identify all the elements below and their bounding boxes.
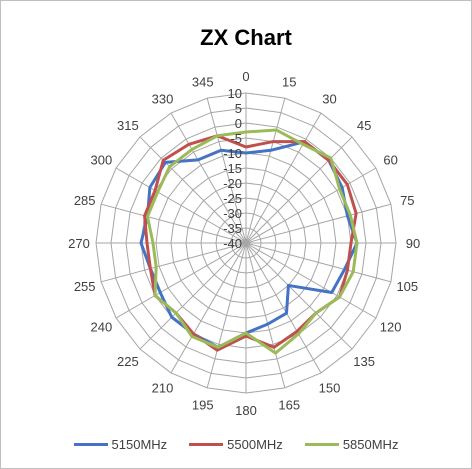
radial-tick-label: -10: [223, 146, 242, 161]
series-line-5850MHz: [145, 128, 359, 355]
grid-spoke: [245, 167, 377, 244]
angle-label: 75: [400, 193, 414, 208]
grid-spoke: [245, 112, 322, 244]
legend-swatch-5850: [304, 443, 339, 446]
angle-label: 165: [278, 397, 300, 412]
grid-spoke: [139, 242, 247, 350]
angle-label: 345: [192, 75, 214, 90]
angle-label: 30: [322, 91, 336, 106]
angle-label: 105: [396, 279, 418, 294]
grid-spoke: [245, 203, 392, 244]
legend-label-5850: 5850MHz: [342, 437, 399, 452]
grid-spoke: [245, 242, 353, 350]
angle-label: 225: [117, 354, 139, 369]
radial-tick-label: -35: [223, 221, 242, 236]
legend-item-5500: 5500MHz: [189, 437, 283, 452]
legend-swatch-5150: [73, 443, 108, 446]
angle-label: 300: [91, 153, 113, 168]
angle-label: 285: [74, 193, 96, 208]
radial-tick-label: -20: [223, 176, 242, 191]
angle-label: 150: [319, 381, 341, 396]
angle-label: 210: [152, 381, 174, 396]
grid-spoke: [139, 136, 247, 244]
grid-spoke: [115, 167, 247, 244]
radial-tick-label: -15: [223, 161, 242, 176]
grid-spoke: [206, 97, 247, 244]
angle-label: 0: [242, 69, 249, 84]
radial-tick-label: -40: [223, 236, 242, 251]
grid-spoke: [170, 112, 247, 244]
radial-tick-label: -25: [223, 191, 242, 206]
grid-spoke: [115, 242, 247, 319]
grid-spoke: [100, 242, 247, 283]
grid-spoke: [245, 242, 377, 319]
series-line-5500MHz: [143, 134, 358, 352]
legend-item-5850: 5850MHz: [304, 437, 399, 452]
grid-spoke: [245, 97, 286, 244]
angle-label: 330: [152, 91, 174, 106]
angle-label: 195: [192, 397, 214, 412]
radial-tick-label: -5: [230, 131, 242, 146]
angle-label: 255: [74, 279, 96, 294]
grid-spoke: [100, 203, 247, 244]
grid-spoke: [245, 242, 322, 374]
angle-label: 135: [353, 354, 375, 369]
radial-tick-label: 10: [228, 86, 242, 101]
radial-tick-label: 5: [235, 101, 242, 116]
angle-label: 45: [357, 118, 371, 133]
radial-tick-label: -30: [223, 206, 242, 221]
legend-label-5500: 5500MHz: [227, 437, 283, 452]
angle-label: 315: [117, 118, 139, 133]
angle-label: 15: [282, 75, 296, 90]
grid-spoke: [170, 242, 247, 374]
grid-spoke: [245, 242, 286, 389]
legend-swatch-5500: [189, 443, 224, 446]
chart-title: ZX Chart: [200, 25, 292, 50]
grid-spoke: [245, 136, 353, 244]
angle-label: 240: [91, 320, 113, 335]
legend-item-5150: 5150MHz: [73, 437, 168, 452]
legend: 5150MHz 5500MHz 5850MHz: [1, 437, 471, 452]
angle-label: 270: [68, 236, 90, 251]
radial-tick-label: 0: [235, 116, 242, 131]
legend-label-5150: 5150MHz: [111, 437, 168, 452]
angle-label: 120: [380, 320, 402, 335]
grid-spoke: [245, 242, 392, 283]
angle-label: 60: [383, 153, 397, 168]
angle-label: 180: [235, 403, 257, 418]
angle-label: 90: [406, 236, 420, 251]
grid-spoke: [206, 242, 247, 389]
